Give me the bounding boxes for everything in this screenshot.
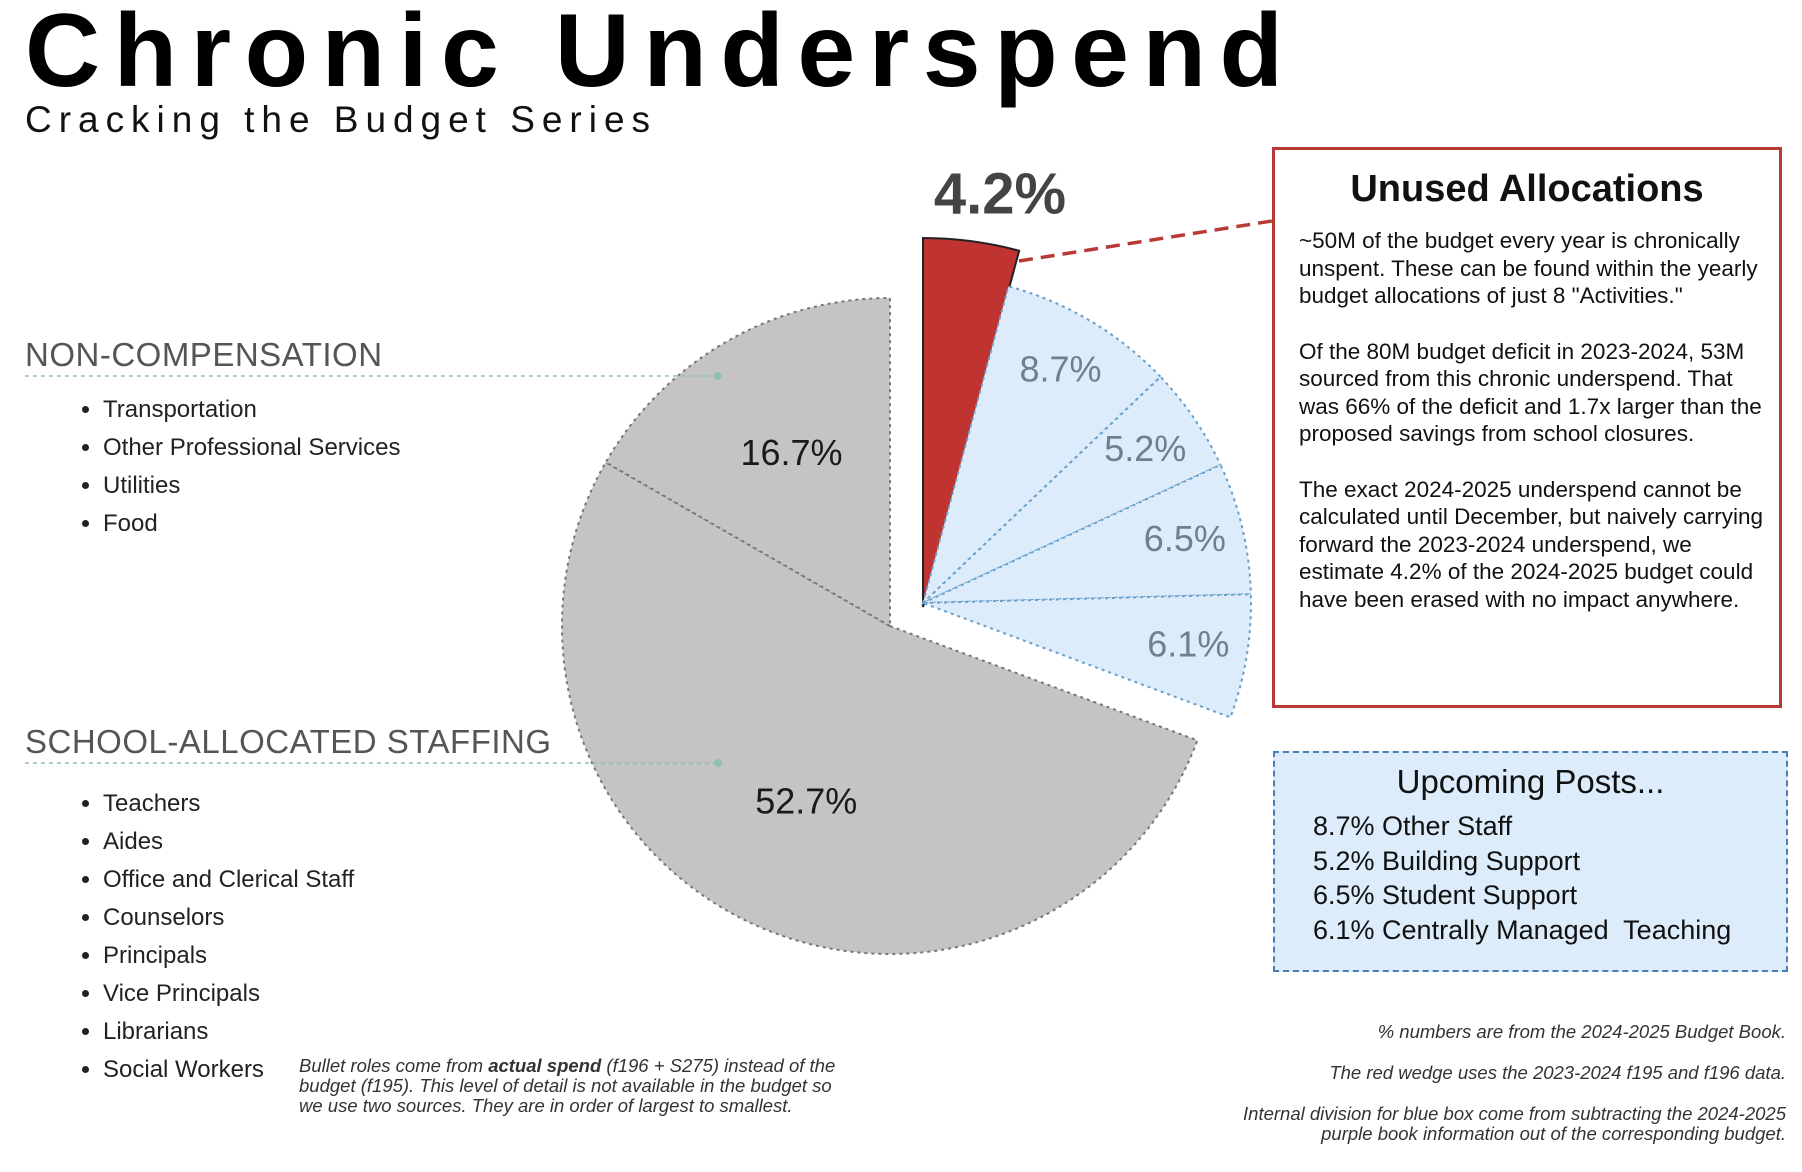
pie-slice: [922, 463, 1252, 604]
paragraph: The exact 2024-2025 underspend cannot be…: [1299, 476, 1763, 612]
bullet-item: Vice Principals: [103, 975, 354, 1013]
footnote-line: purple book information out of the corre…: [1321, 1123, 1786, 1144]
callout-line: [1018, 219, 1273, 263]
bullet-list: TransportationOther Professional Service…: [75, 391, 400, 543]
post-item: 6.5% Student Support: [1313, 880, 1578, 910]
bullet-item: Utilities: [103, 467, 400, 505]
bullet-item: Transportation: [103, 391, 400, 429]
bullet-item: Other Professional Services: [103, 429, 400, 467]
bullet-item: Counselors: [103, 899, 354, 937]
slice-label: 6.1%: [1147, 624, 1229, 665]
box-title: Upcoming Posts...: [1396, 763, 1665, 800]
section-heading: NON-COMPENSATION: [25, 336, 383, 373]
pie-slice: [921, 285, 1162, 607]
bullet-item: Librarians: [103, 1013, 354, 1051]
unused-allocations-box: Unused Allocations ~50M of the budget ev…: [1272, 147, 1782, 708]
footnote-bold: actual spend: [488, 1055, 602, 1076]
bullet-item: Principals: [103, 937, 354, 975]
leader-dot: [714, 759, 722, 767]
footnote: Internal division for blue box come from…: [1243, 1104, 1786, 1144]
footnote-line: % numbers are from the 2024-2025 Budget …: [1377, 1021, 1786, 1042]
pie-slice: [922, 593, 1252, 719]
footnote-line: The red wedge uses the 2023-2024 f195 an…: [1329, 1062, 1786, 1083]
pie-slice: [604, 296, 891, 628]
upcoming-posts-box: Upcoming Posts... 8.7% Other Staff 5.2% B…: [1273, 751, 1788, 972]
slice-label: 52.7%: [755, 781, 857, 822]
pie-slice: [922, 375, 1222, 604]
slice-label: 4.2%: [934, 161, 1066, 226]
leader-dot: [714, 372, 722, 380]
slice-label: 16.7%: [740, 432, 842, 473]
bullet-item: Social Workers: [103, 1051, 354, 1089]
footnote: Bullet roles come from actual spend (f19…: [299, 1056, 859, 1116]
box-title: Unused Allocations: [1350, 168, 1704, 210]
bullet-item: Teachers: [103, 785, 354, 823]
post-item: 6.1% Centrally Managed Teaching: [1313, 914, 1732, 945]
footnotes: % numbers are from the 2024-2025 Budget …: [1243, 1022, 1786, 1144]
box-body: 8.7% Other Staff 5.2% Building Support 6.5…: [1275, 809, 1786, 947]
post-item: 8.7% Other Staff: [1313, 811, 1513, 841]
footnote: % numbers are from the 2024-2025 Budget …: [1243, 1022, 1786, 1042]
slice-label: 8.7%: [1019, 348, 1101, 389]
section-heading: SCHOOL-ALLOCATED STAFFING: [25, 723, 552, 760]
paragraph: Of the 80M budget deficit in 2023-2024, …: [1299, 338, 1762, 447]
box-body: ~50M of the budget every year is chronic…: [1275, 227, 1779, 613]
post-item: 5.2% Building Support: [1313, 845, 1581, 876]
slice-label: 6.5%: [1144, 518, 1226, 559]
pie-slice: [561, 460, 1199, 955]
bullet-item: Office and Clerical Staff: [103, 861, 354, 899]
footnote-text: Bullet roles come from: [299, 1055, 489, 1076]
paragraph: ~50M of the budget every year is chronic…: [1299, 228, 1758, 308]
footnote-line: Internal division for blue box come from…: [1243, 1103, 1786, 1124]
pie: 4.2% 8.7%5.2% 6.5% 6.1% 52.7% 16.7%: [561, 161, 1252, 955]
chart-title: Chronic Underspend: [25, 0, 1283, 109]
bullet-item: Aides: [103, 823, 354, 861]
slice-label: 5.2%: [1104, 428, 1186, 469]
footnote: The red wedge uses the 2023-2024 f195 an…: [1243, 1063, 1786, 1083]
bullet-list: TeachersAidesOffice and Clerical StaffCo…: [75, 785, 354, 1089]
chart-subtitle: Cracking the Budget Series: [25, 99, 650, 140]
footnote-text: (f196 + S275) instead of the budget (f19…: [299, 1055, 836, 1116]
bullet-item: Food: [103, 505, 400, 543]
